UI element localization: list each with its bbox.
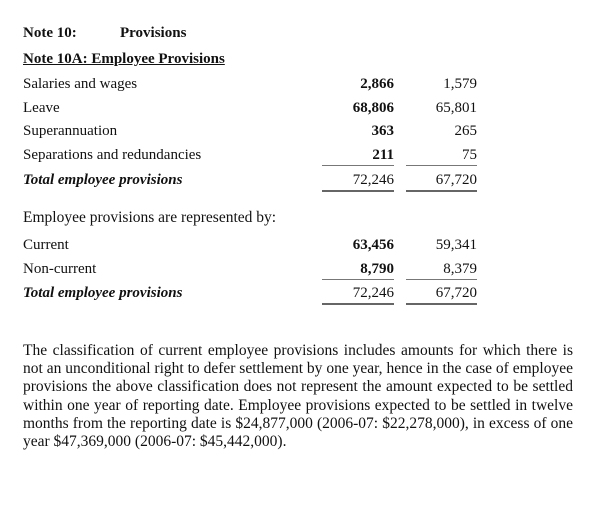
represented-by-heading: Employee provisions are represented by:: [23, 209, 277, 226]
row-label: Leave: [23, 100, 60, 116]
total-prior-value: 67,720: [435, 172, 477, 188]
row-prior-value: 265: [454, 123, 478, 139]
row-label: Current: [23, 237, 69, 253]
row-current-value: 68,806: [352, 100, 394, 116]
row-prior-value: 1,579: [443, 76, 477, 92]
total-rule: [406, 190, 477, 192]
row-label: Non-current: [23, 261, 97, 277]
note-title: Provisions: [120, 25, 187, 41]
row-current-value: 8,790: [360, 261, 394, 277]
total-prior-value: 67,720: [435, 285, 477, 301]
row-label: Salaries and wages: [23, 76, 138, 92]
total-rule: [322, 190, 394, 192]
total-current-value: 72,246: [352, 172, 394, 188]
subnote-title: Note 10A: Employee Provisions: [23, 51, 225, 67]
total-rule: [406, 303, 477, 305]
total-current-value: 72,246: [352, 285, 394, 301]
row-label: Separations and redundancies: [23, 147, 202, 163]
row-current-value: 211: [372, 147, 394, 163]
row-label: Superannuation: [23, 123, 118, 139]
subtotal-rule: [322, 279, 394, 280]
row-current-value: 63,456: [352, 237, 394, 253]
subtotal-rule: [322, 165, 394, 166]
classification-paragraph: The classification of current employee p…: [23, 342, 573, 451]
row-prior-value: 75: [462, 147, 477, 163]
subtotal-rule: [406, 279, 477, 280]
row-current-value: 363: [371, 123, 395, 139]
row-prior-value: 65,801: [435, 100, 477, 116]
row-prior-value: 8,379: [443, 261, 477, 277]
total-label: Total employee provisions: [23, 172, 183, 188]
row-current-value: 2,866: [360, 76, 394, 92]
total-label: Total employee provisions: [23, 285, 183, 301]
total-rule: [322, 303, 394, 305]
note-number: Note 10:: [23, 25, 77, 41]
subtotal-rule: [406, 165, 477, 166]
row-prior-value: 59,341: [435, 237, 477, 253]
